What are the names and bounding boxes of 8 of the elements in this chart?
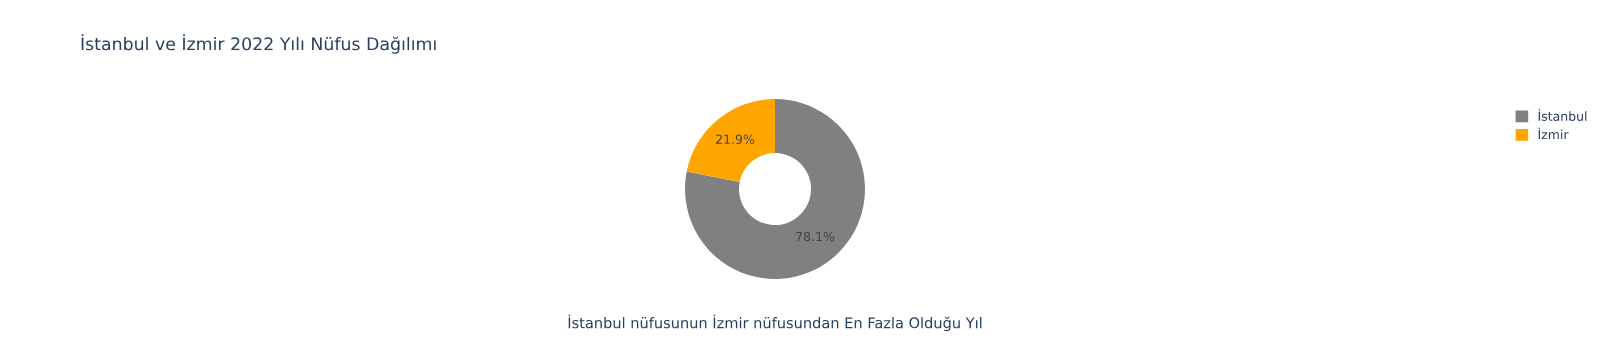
data-label: 78.1% (796, 231, 835, 242)
legend-label: İzmir (1538, 127, 1569, 140)
donut-slice (685, 99, 865, 279)
text: İstanbul nüfusunun İzmir nüfusundan En Fazla Olduğu Yıl (568, 314, 982, 332)
data-label: 21.9% (716, 134, 755, 144)
text: İstanbul ve İzmir 2022 Yılı Nüfus Dağılımı (81, 34, 436, 54)
legend-label: İstanbul (1538, 109, 1587, 121)
donut-slice (686, 99, 775, 183)
